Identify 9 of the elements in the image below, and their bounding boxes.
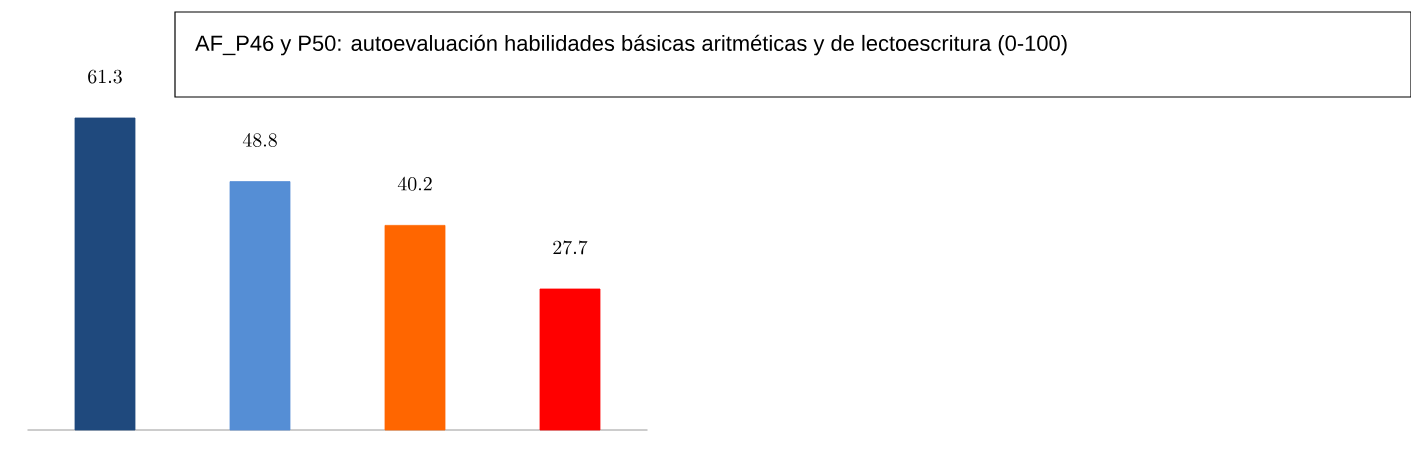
data-label: 61 .3	[88, 69, 122, 84]
data-label: 27.7	[553, 240, 588, 255]
bar	[74, 117, 136, 431]
data-label: 40.2	[397, 176, 432, 191]
bar	[539, 288, 601, 431]
data-label: 48.8	[242, 133, 277, 148]
chart-title: AF_P46 y P50: autoevaluación habilidades básicas aritméticas y de lectoescritura (0-100)	[195, 34, 1067, 56]
bar	[384, 224, 446, 431]
bar	[229, 181, 291, 431]
